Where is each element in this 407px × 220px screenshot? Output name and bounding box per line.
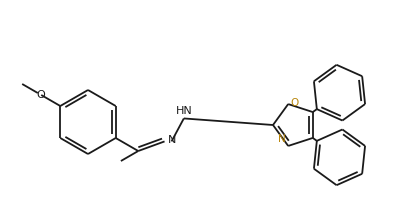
Text: N: N — [168, 136, 176, 145]
Text: N: N — [278, 134, 286, 144]
Text: HN: HN — [175, 106, 192, 116]
Text: O: O — [37, 90, 46, 100]
Text: O: O — [290, 98, 298, 108]
